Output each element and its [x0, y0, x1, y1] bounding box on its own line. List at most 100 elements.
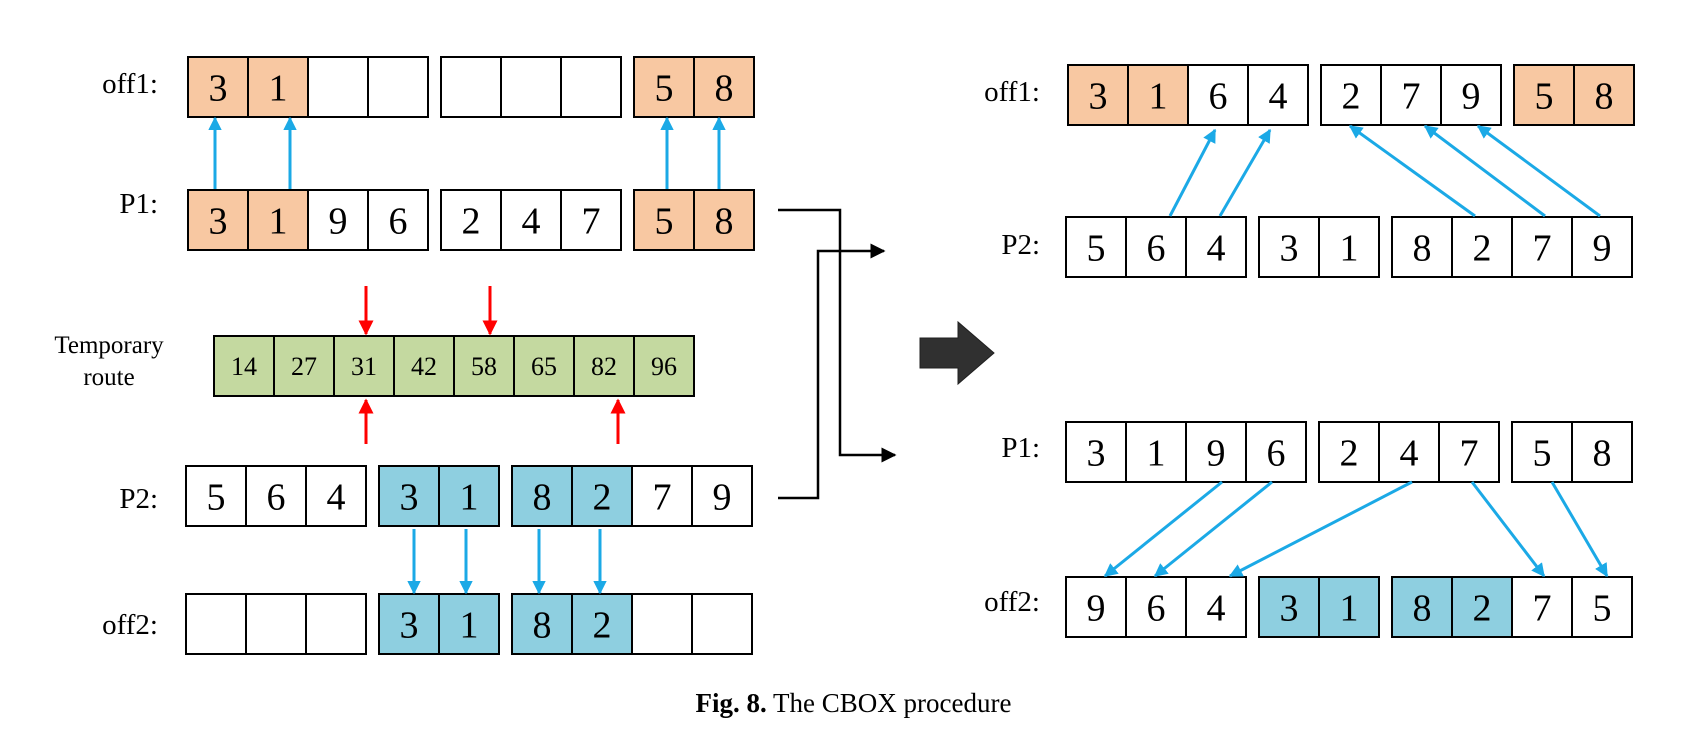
- temporary-route-value: 58: [471, 352, 497, 381]
- route-cell-value: 2: [462, 200, 481, 242]
- route-cell-value: 2: [1342, 75, 1361, 117]
- route-cell-value: 9: [329, 200, 348, 242]
- arrow-right-p1-to-off2: [1470, 481, 1546, 578]
- route-cell-value: 5: [1593, 587, 1612, 629]
- route-cell-value: 9: [713, 476, 732, 518]
- temporary-route-value: 96: [651, 352, 677, 381]
- route-cell-value: 6: [389, 200, 408, 242]
- route-cell-value: 6: [1147, 587, 1166, 629]
- route-cell: [1067, 64, 1129, 126]
- connector-p2: [778, 243, 886, 500]
- temporary-route-value: 65: [531, 352, 557, 381]
- route-cell-value: 3: [1089, 75, 1108, 117]
- route-cell: [633, 189, 695, 251]
- route-cell: [378, 465, 440, 527]
- route-cell-value: 8: [533, 604, 552, 646]
- route-cell-value: 5: [1533, 432, 1552, 474]
- route-cell: [307, 189, 369, 251]
- label-right-p2: P2:: [1001, 229, 1040, 261]
- arrow-right-p2-to-off1: [1423, 124, 1546, 218]
- route-cell: [305, 593, 367, 655]
- route-cell-value: 8: [1413, 587, 1432, 629]
- route-cell: [367, 56, 429, 118]
- route-cell: [185, 593, 247, 655]
- route-cell-value: 1: [1340, 587, 1359, 629]
- temporary-route: 14 27 31 42 58 65 82 96: [213, 335, 695, 397]
- temporary-route-value: 27: [291, 352, 317, 381]
- route-cell: [438, 593, 500, 655]
- route-cell-value: 9: [1593, 227, 1612, 269]
- route-cell: [1391, 216, 1453, 278]
- route-cell-value: 3: [209, 67, 228, 109]
- arrow-right-p2-to-off1: [1348, 124, 1476, 218]
- connector-p1: [778, 208, 897, 463]
- route-cell-value: 5: [655, 67, 674, 109]
- temporary-route-cell: [513, 335, 575, 397]
- route-cell-value: 4: [1400, 432, 1419, 474]
- route-cell: [1571, 216, 1633, 278]
- label-temporary-line1: Temporary: [54, 332, 164, 359]
- route-cell-value: 3: [400, 476, 419, 518]
- route-cell-value: 2: [593, 604, 612, 646]
- route-cell-value: 5: [655, 200, 674, 242]
- route-cell: [1380, 64, 1442, 126]
- temporary-route-cell: [333, 335, 395, 397]
- route-cell: [1440, 64, 1502, 126]
- temporary-route-cell: [633, 335, 695, 397]
- route-cell: [1513, 64, 1575, 126]
- label-left-p2: P2:: [119, 483, 158, 515]
- temporary-route-value: 31: [351, 352, 377, 381]
- route-cell-value: 8: [1595, 75, 1614, 117]
- route-cell: [1125, 216, 1187, 278]
- route-cell: [1187, 64, 1249, 126]
- big-right-arrow-icon: [919, 320, 995, 386]
- route-cell: [1571, 576, 1633, 638]
- route-cell: [305, 465, 367, 527]
- route-cell: [1511, 216, 1573, 278]
- route-cell: [631, 593, 693, 655]
- route-cell-value: 4: [1269, 75, 1288, 117]
- route-cell: [1318, 216, 1380, 278]
- route-cell: [1185, 421, 1247, 483]
- temporary-route-cell: [213, 335, 275, 397]
- label-right-off2: off2:: [984, 586, 1040, 618]
- route-cell-value: 4: [1207, 227, 1226, 269]
- temporary-route-value: 82: [591, 352, 617, 381]
- route-cell-value: 4: [1207, 587, 1226, 629]
- arrow-right-p1-to-off2: [1228, 480, 1413, 578]
- route-cell: [1185, 216, 1247, 278]
- route-cell-value: 3: [1280, 227, 1299, 269]
- route-cell-value: 8: [1593, 432, 1612, 474]
- label-left-off2: off2:: [102, 609, 158, 641]
- arrow-right-p1-to-off2: [1550, 481, 1609, 578]
- route-cell: [511, 465, 573, 527]
- label-left-p1: P1:: [119, 188, 158, 220]
- arrow-right-p1-to-off2: [1153, 480, 1273, 578]
- route-cell-value: 8: [1413, 227, 1432, 269]
- route-cell-value: 9: [1207, 432, 1226, 474]
- temporary-route-cell: [393, 335, 455, 397]
- route-cell: [500, 189, 562, 251]
- route-cell: [560, 56, 622, 118]
- route-cell-value: 5: [207, 476, 226, 518]
- arrow-right-p1-to-off2: [1103, 480, 1223, 578]
- route-cell: [1511, 421, 1573, 483]
- route-cell: [440, 56, 502, 118]
- route-cell-value: 1: [1149, 75, 1168, 117]
- route-cell: [185, 465, 247, 527]
- figure-number: Fig. 8.: [695, 688, 767, 718]
- route-cell-value: 4: [522, 200, 541, 242]
- route-cell: [1318, 421, 1380, 483]
- route-cell: [1258, 216, 1320, 278]
- route-cell-value: 5: [1087, 227, 1106, 269]
- label-temporary-line2: route: [83, 364, 134, 391]
- route-cell-value: 1: [460, 604, 479, 646]
- route-cell-value: 4: [327, 476, 346, 518]
- route-cell: [1125, 421, 1187, 483]
- route-cell-value: 6: [1147, 227, 1166, 269]
- route-cell-value: 7: [1533, 227, 1552, 269]
